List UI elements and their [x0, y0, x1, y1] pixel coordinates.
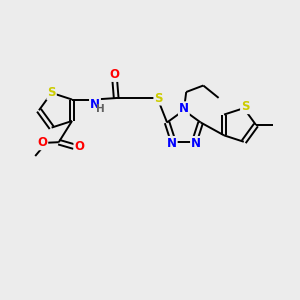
Text: H: H — [96, 104, 105, 114]
Text: S: S — [241, 100, 250, 113]
Text: O: O — [37, 136, 47, 149]
Text: O: O — [110, 68, 120, 81]
Text: N: N — [167, 137, 177, 150]
Text: S: S — [154, 92, 163, 104]
Text: N: N — [90, 98, 100, 111]
Text: S: S — [47, 86, 56, 99]
Text: N: N — [191, 137, 201, 150]
Text: N: N — [179, 102, 189, 115]
Text: O: O — [74, 140, 84, 153]
